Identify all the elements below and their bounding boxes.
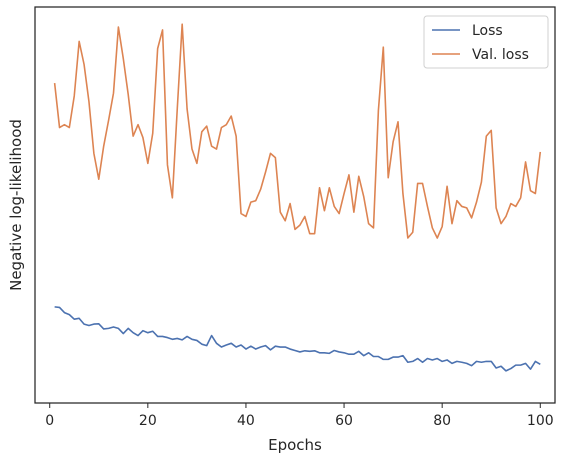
x-tick-label: 80 (433, 413, 451, 429)
series-line-loss (54, 306, 541, 372)
legend: Loss Val. loss (423, 15, 549, 69)
x-tick-label: 20 (139, 413, 157, 429)
axes-frame (34, 6, 556, 404)
x-tick-label: 100 (527, 413, 554, 429)
y-axis-label: Negative log-likelihood (7, 119, 25, 291)
legend-box (423, 15, 549, 69)
plot-lines (53, 23, 542, 372)
x-axis-ticks: 0 20 40 60 80 100 (45, 403, 554, 429)
legend-label-val-loss: Val. loss (472, 47, 529, 63)
series-line-val-loss (53, 23, 542, 239)
x-tick-label: 60 (335, 413, 353, 429)
x-tick-label: 0 (45, 413, 54, 429)
x-axis-label: Epochs (268, 436, 322, 454)
legend-label-loss: Loss (472, 23, 503, 39)
x-tick-label: 40 (237, 413, 255, 429)
